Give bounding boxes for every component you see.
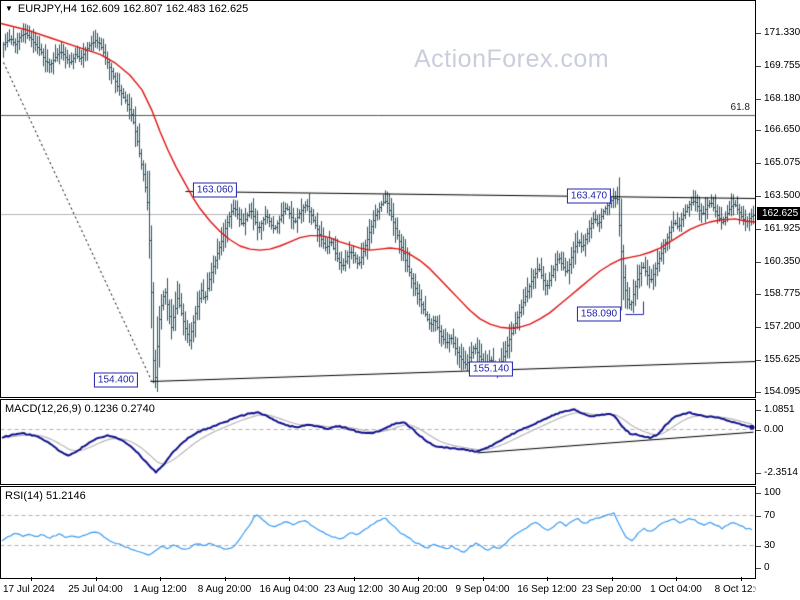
price-axis-label-tick [756, 294, 761, 295]
rsi-header: RSI(14) 51.2146 [5, 490, 86, 502]
time-axis-tick [354, 577, 355, 581]
time-axis-label: 23 Sep 20:00 [581, 584, 642, 595]
time-axis-label: 1 Aug 12:00 [133, 584, 187, 595]
time-axis-tick [418, 577, 419, 581]
time-axis-tick [31, 577, 32, 581]
time-axis-tick [289, 577, 290, 581]
rsi-canvas[interactable] [1, 487, 755, 578]
macd-canvas[interactable] [1, 400, 755, 484]
price-chart-canvas[interactable] [1, 1, 755, 397]
macd-pane: MACD(12,26,9) 0.1236 0.2740 [0, 399, 756, 485]
price-axis-label-tick [756, 327, 761, 328]
symbol-ohlc-header: ▼ EURJPY,H4 162.609 162.807 162.483 162.6… [5, 3, 248, 15]
time-axis-tick [225, 577, 226, 581]
price-axis-label-tick [756, 33, 761, 34]
watermark: ActionForex.com [414, 45, 610, 73]
time-axis-label: 16 Aug 04:00 [259, 584, 319, 595]
rsi-pane: RSI(14) 51.2146 [0, 486, 756, 579]
price-axis-label-tick [756, 130, 761, 131]
price-axis-label-tick [756, 99, 761, 100]
rsi-axis-label: 30 [764, 540, 776, 551]
price-axis-label: 166.650 [764, 124, 800, 135]
price-axis-label: 168.180 [764, 93, 800, 104]
time-axis-tick [160, 577, 161, 581]
macd-axis-label-tick [756, 473, 761, 474]
time-axis: 17 Jul 2024 25 Jul 04:00 1 Aug 12:00 8 Aug … [0, 577, 800, 600]
price-axis: 162.625 171.330 169.755 168.180 166.650 165.… [756, 0, 800, 600]
rsi-axis-label: 100 [764, 487, 781, 498]
time-axis-tick [96, 577, 97, 581]
macd-axis-label-tick [756, 430, 761, 431]
price-axis-label-tick [756, 360, 761, 361]
macd-axis-label: -2.3514 [764, 467, 798, 478]
fib-level-label: 61.8 [730, 102, 750, 113]
time-axis-label: 16 Sep 12:00 [517, 584, 577, 595]
price-axis-label: 171.330 [764, 27, 800, 38]
symbol-ohlc-text: EURJPY,H4 162.609 162.807 162.483 162.62… [17, 3, 249, 15]
price-axis-label-tick [756, 163, 761, 164]
symbol-arrow-icon: ▼ [5, 4, 13, 13]
price-axis-label: 169.755 [764, 60, 800, 71]
time-axis-label: 17 Jul 2024 [3, 584, 55, 595]
time-axis-label: 9 Sep 04:00 [455, 584, 510, 595]
price-axis-label-tick [756, 66, 761, 67]
price-axis-label-tick [756, 262, 761, 263]
time-axis-label: 30 Aug 20:00 [388, 584, 448, 595]
rsi-axis-label-tick [756, 516, 761, 517]
macd-axis-label: 1.0851 [764, 404, 795, 415]
price-axis-label-tick [756, 229, 761, 230]
price-axis-label-tick [756, 392, 761, 393]
macd-header: MACD(12,26,9) 0.1236 0.2740 [5, 403, 155, 415]
price-pane: ▼ EURJPY,H4 162.609 162.807 162.483 162.6… [0, 0, 756, 398]
time-axis-label: 25 Jul 04:00 [68, 584, 123, 595]
time-axis-label: 23 Aug 12:00 [324, 584, 383, 595]
time-axis-tick [676, 577, 677, 581]
price-axis-label: 160.350 [764, 256, 800, 267]
rsi-axis-label: 0 [764, 562, 770, 573]
price-axis-label: 158.775 [764, 288, 800, 299]
time-axis-label: 8 Oct 12:00 [714, 584, 767, 595]
current-price-tag: 162.625 [757, 207, 800, 220]
time-axis-tick [741, 577, 742, 581]
price-axis-label-tick [756, 196, 761, 197]
rsi-axis-label-tick [756, 546, 761, 547]
time-axis-label: 8 Aug 20:00 [197, 584, 252, 595]
price-axis-label: 155.625 [764, 354, 800, 365]
price-axis-label: 161.925 [764, 223, 800, 234]
price-axis-label: 163.500 [764, 190, 800, 201]
time-axis-tick [483, 577, 484, 581]
price-axis-label: 165.075 [764, 157, 800, 168]
time-axis-label: 1 Oct 04:00 [650, 584, 702, 595]
rsi-axis-label-tick [756, 568, 761, 569]
price-axis-label: 157.200 [764, 321, 800, 332]
rsi-axis-label-tick [756, 493, 761, 494]
price-axis-label: 154.095 [764, 386, 800, 397]
time-axis-tick [547, 577, 548, 581]
time-axis-tick [612, 577, 613, 581]
macd-axis-label-tick [756, 410, 761, 411]
rsi-axis-label: 70 [764, 510, 776, 521]
macd-axis-label: 0.00 [764, 424, 784, 435]
